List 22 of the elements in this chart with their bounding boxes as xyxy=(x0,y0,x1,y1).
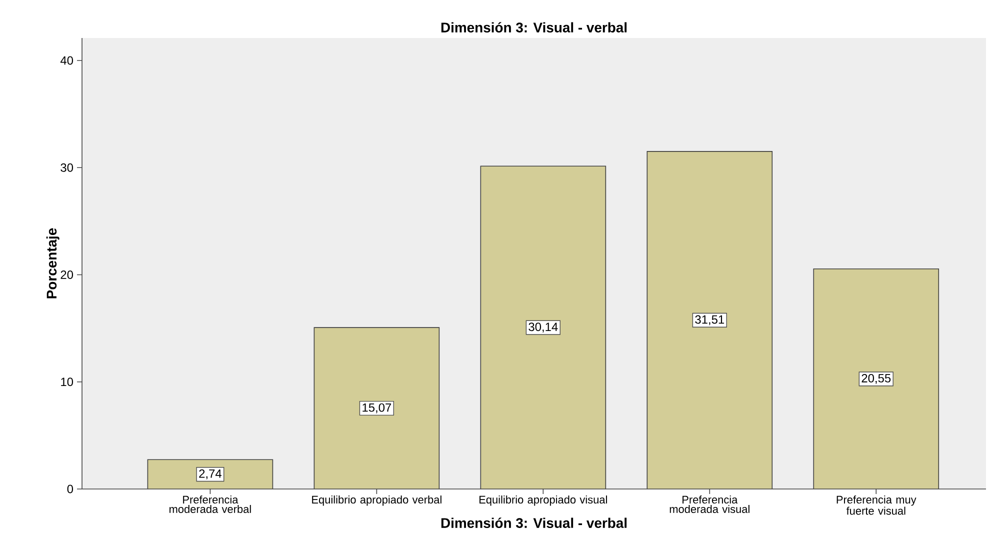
data-label: 30,14 xyxy=(528,322,558,332)
bar xyxy=(813,268,940,489)
y-tick-label: 0 xyxy=(67,484,74,494)
x-tick-label: Equilibrio apropiado verbal xyxy=(312,496,442,506)
data-label: 20,55 xyxy=(862,374,891,384)
x-tick-label: Preferencia muy fuerte visual xyxy=(836,496,916,515)
x-tick-label: Preferencia moderada verbal xyxy=(170,496,251,514)
bar xyxy=(647,151,772,489)
y-tick-label: 40 xyxy=(60,56,74,65)
data-label: 31,51 xyxy=(695,315,724,326)
bar xyxy=(314,328,440,489)
chart-title: Dimensión 3: Visual - verbal xyxy=(441,22,627,32)
x-tick-label: Equilibrio apropiado visual xyxy=(480,496,607,506)
data-label: 2,74 xyxy=(199,469,222,480)
x-tick-label: Preferencia moderada visual xyxy=(670,496,750,514)
y-tick-label: 10 xyxy=(61,378,74,386)
data-label: 15,07 xyxy=(362,403,392,414)
y-tick-label: 30 xyxy=(60,163,74,172)
bar xyxy=(480,166,606,489)
x-axis-title: Dimensión 3: Visual - verbal xyxy=(441,518,627,528)
y-axis-title: Porcentaje xyxy=(46,228,60,298)
y-tick-label: 20 xyxy=(60,270,74,279)
